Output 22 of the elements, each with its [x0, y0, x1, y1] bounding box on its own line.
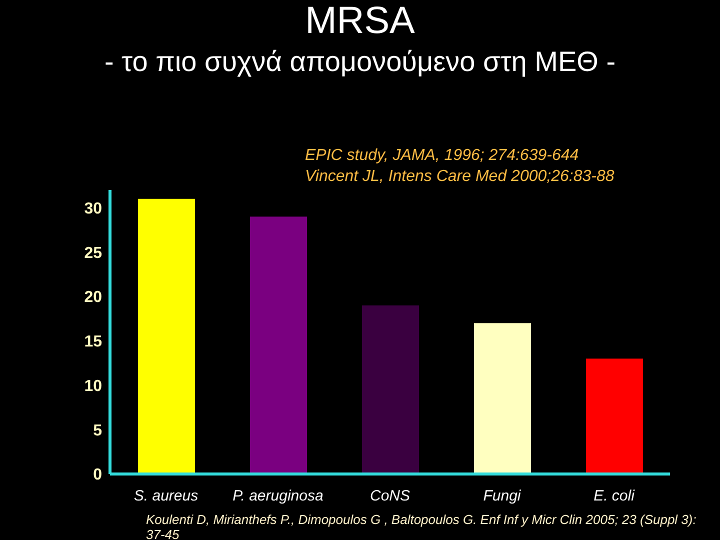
- bar: [362, 305, 419, 474]
- text: EPIC study, JAMA, 1996; 274:639-644: [305, 146, 580, 166]
- y-tick-label: 20: [84, 289, 102, 306]
- y-tick-label: 5: [93, 422, 102, 440]
- bar: [586, 358, 643, 474]
- x-tick-label: Fungi: [483, 488, 522, 505]
- text: Koulenti D, Mirianthefs P., Dimopoulos G , Baltopoulos G. Enf Inf y Micr Clin 2005; 23 (Suppl 3): 37-45: [146, 512, 698, 540]
- chart-subtitle: - το πιο συχνά απομονούμενο στη ΜΕΘ -: [103, 46, 617, 77]
- x-tick-label: E. coli: [594, 488, 636, 505]
- y-tick-label: 15: [84, 334, 102, 351]
- text: Vincent JL, Intens Care Med 2000;26:83-88: [305, 167, 614, 187]
- bar: [250, 216, 307, 474]
- y-tick-label: 30: [84, 200, 102, 218]
- y-tick-label: 10: [84, 378, 102, 395]
- y-tick-label: 25: [84, 244, 102, 262]
- y-tick-label: 0: [93, 466, 102, 484]
- x-tick-label: P. aeruginosa: [232, 488, 324, 505]
- chart-title: MRSA: [304, 0, 416, 42]
- x-tick-label: CoNS: [370, 488, 410, 505]
- bar: [474, 323, 531, 474]
- bar: [138, 198, 195, 474]
- x-tick-label: S. aureus: [134, 488, 199, 505]
